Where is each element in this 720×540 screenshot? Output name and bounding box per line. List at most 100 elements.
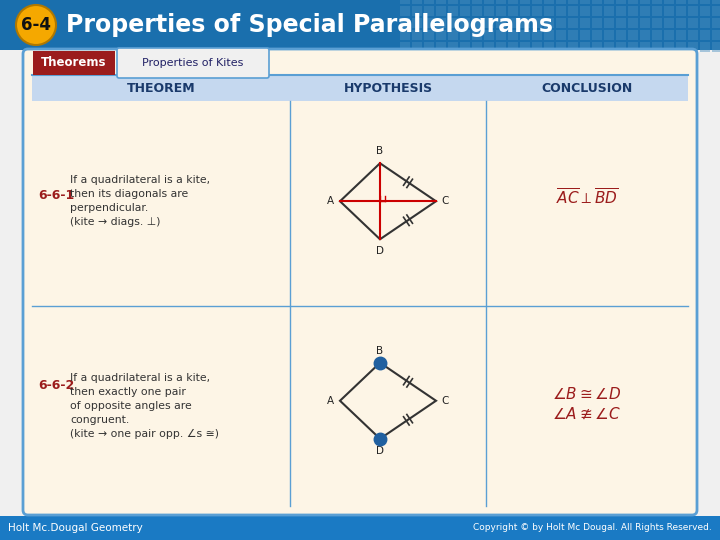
FancyBboxPatch shape <box>508 30 518 40</box>
FancyBboxPatch shape <box>424 18 434 28</box>
Text: D: D <box>376 246 384 256</box>
FancyBboxPatch shape <box>700 30 710 40</box>
Text: (kite → diags. ⊥): (kite → diags. ⊥) <box>70 217 161 227</box>
FancyBboxPatch shape <box>117 48 269 78</box>
FancyBboxPatch shape <box>448 6 458 16</box>
FancyBboxPatch shape <box>544 18 554 28</box>
FancyBboxPatch shape <box>568 18 578 28</box>
FancyBboxPatch shape <box>496 30 506 40</box>
Text: then exactly one pair: then exactly one pair <box>70 387 186 397</box>
FancyBboxPatch shape <box>290 75 486 101</box>
FancyBboxPatch shape <box>652 0 662 4</box>
FancyBboxPatch shape <box>580 6 590 16</box>
FancyBboxPatch shape <box>556 0 566 4</box>
FancyBboxPatch shape <box>400 30 410 40</box>
FancyBboxPatch shape <box>532 6 542 16</box>
FancyBboxPatch shape <box>664 42 674 52</box>
FancyBboxPatch shape <box>700 6 710 16</box>
FancyBboxPatch shape <box>568 30 578 40</box>
Text: If a quadrilateral is a kite,: If a quadrilateral is a kite, <box>70 373 210 383</box>
Text: THEOREM: THEOREM <box>127 82 195 94</box>
FancyBboxPatch shape <box>676 30 686 40</box>
FancyBboxPatch shape <box>448 18 458 28</box>
Text: $\angle A \ncong \angle C$: $\angle A \ncong \angle C$ <box>552 406 621 422</box>
FancyBboxPatch shape <box>616 0 626 4</box>
FancyBboxPatch shape <box>556 42 566 52</box>
FancyBboxPatch shape <box>640 42 650 52</box>
FancyBboxPatch shape <box>0 0 720 50</box>
FancyBboxPatch shape <box>640 6 650 16</box>
FancyBboxPatch shape <box>712 0 720 4</box>
Text: C: C <box>441 396 449 406</box>
FancyBboxPatch shape <box>496 0 506 4</box>
FancyBboxPatch shape <box>496 42 506 52</box>
FancyBboxPatch shape <box>664 6 674 16</box>
FancyBboxPatch shape <box>712 18 720 28</box>
FancyBboxPatch shape <box>604 18 614 28</box>
FancyBboxPatch shape <box>484 18 494 28</box>
FancyBboxPatch shape <box>628 6 638 16</box>
Text: Copyright © by Holt Mc Dougal. All Rights Reserved.: Copyright © by Holt Mc Dougal. All Right… <box>473 523 712 532</box>
FancyBboxPatch shape <box>412 42 422 52</box>
FancyBboxPatch shape <box>664 18 674 28</box>
FancyBboxPatch shape <box>484 6 494 16</box>
FancyBboxPatch shape <box>676 0 686 4</box>
Text: of opposite angles are: of opposite angles are <box>70 401 192 411</box>
FancyBboxPatch shape <box>664 0 674 4</box>
FancyBboxPatch shape <box>652 6 662 16</box>
FancyBboxPatch shape <box>592 30 602 40</box>
FancyBboxPatch shape <box>688 18 698 28</box>
FancyBboxPatch shape <box>700 0 710 4</box>
Text: HYPOTHESIS: HYPOTHESIS <box>343 82 433 94</box>
FancyBboxPatch shape <box>640 30 650 40</box>
FancyBboxPatch shape <box>568 42 578 52</box>
FancyBboxPatch shape <box>580 0 590 4</box>
FancyBboxPatch shape <box>436 18 446 28</box>
FancyBboxPatch shape <box>412 18 422 28</box>
Text: B: B <box>377 146 384 156</box>
FancyBboxPatch shape <box>508 42 518 52</box>
FancyBboxPatch shape <box>508 0 518 4</box>
FancyBboxPatch shape <box>520 6 530 16</box>
FancyBboxPatch shape <box>676 6 686 16</box>
FancyBboxPatch shape <box>652 30 662 40</box>
FancyBboxPatch shape <box>412 0 422 4</box>
FancyBboxPatch shape <box>628 30 638 40</box>
FancyBboxPatch shape <box>544 42 554 52</box>
FancyBboxPatch shape <box>688 42 698 52</box>
FancyBboxPatch shape <box>652 42 662 52</box>
FancyBboxPatch shape <box>460 0 470 4</box>
FancyBboxPatch shape <box>0 516 720 540</box>
FancyBboxPatch shape <box>508 18 518 28</box>
FancyBboxPatch shape <box>436 0 446 4</box>
FancyBboxPatch shape <box>424 6 434 16</box>
FancyBboxPatch shape <box>32 75 290 101</box>
FancyBboxPatch shape <box>496 18 506 28</box>
FancyBboxPatch shape <box>712 30 720 40</box>
Text: perpendicular.: perpendicular. <box>70 203 148 213</box>
FancyBboxPatch shape <box>532 0 542 4</box>
FancyBboxPatch shape <box>520 18 530 28</box>
FancyBboxPatch shape <box>532 18 542 28</box>
Text: 6-6-2: 6-6-2 <box>38 379 74 392</box>
FancyBboxPatch shape <box>604 0 614 4</box>
FancyBboxPatch shape <box>616 42 626 52</box>
Text: Holt Mc.Dougal Geometry: Holt Mc.Dougal Geometry <box>8 523 143 533</box>
Text: Theorems: Theorems <box>41 57 107 70</box>
FancyBboxPatch shape <box>592 6 602 16</box>
FancyBboxPatch shape <box>532 30 542 40</box>
FancyBboxPatch shape <box>520 42 530 52</box>
Circle shape <box>16 5 56 45</box>
FancyBboxPatch shape <box>592 0 602 4</box>
Text: D: D <box>376 446 384 456</box>
Text: (kite → one pair opp. ∠s ≅): (kite → one pair opp. ∠s ≅) <box>70 429 219 439</box>
FancyBboxPatch shape <box>628 18 638 28</box>
FancyBboxPatch shape <box>486 75 688 101</box>
FancyBboxPatch shape <box>472 6 482 16</box>
FancyBboxPatch shape <box>400 18 410 28</box>
Text: Properties of Kites: Properties of Kites <box>143 58 243 68</box>
FancyBboxPatch shape <box>556 6 566 16</box>
FancyBboxPatch shape <box>424 0 434 4</box>
FancyBboxPatch shape <box>676 42 686 52</box>
FancyBboxPatch shape <box>532 42 542 52</box>
